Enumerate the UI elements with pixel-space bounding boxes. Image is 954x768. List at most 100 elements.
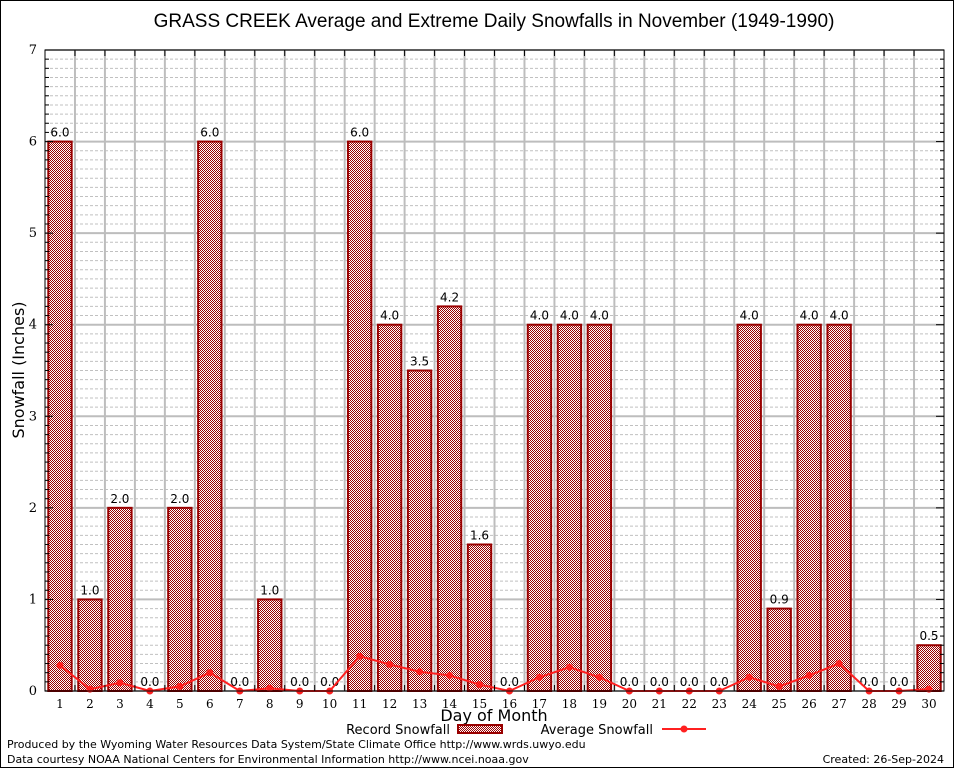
x-tick-label: 9 (296, 697, 304, 711)
bar-value-label: 2.0 (170, 492, 189, 506)
footer-created-date: Created: 26-Sep-2024 (823, 753, 944, 766)
x-tick-label: 14 (442, 697, 458, 711)
y-tick-label: 7 (29, 43, 37, 58)
legend-marker-average (680, 725, 688, 733)
bar-value-label: 0.9 (770, 593, 789, 607)
average-point (805, 671, 813, 679)
record-bar (796, 323, 822, 692)
average-point (176, 682, 184, 690)
x-tick-label: 15 (472, 697, 487, 711)
bar-value-label: 2.0 (110, 492, 129, 506)
footer-data-courtesy: Data courtesy NOAA National Centers for … (7, 753, 529, 766)
chart-title: GRASS CREEK Average and Extreme Daily Sn… (154, 11, 835, 32)
bar-value-label: 4.0 (590, 309, 609, 323)
record-bar (736, 323, 762, 692)
average-point (446, 671, 454, 679)
average-point (86, 685, 94, 693)
bar-value-label: 6.0 (350, 126, 369, 140)
x-tick-labels: 1 2 3 4 5 6 7 8 9 10 11 12 13 14 15 16 17 18 19 20 21 22 23 24 2… (56, 697, 936, 711)
x-tick-label: 29 (891, 697, 906, 711)
average-point (116, 679, 124, 687)
x-tick-label: 1 (56, 697, 64, 711)
x-tick-label: 23 (712, 697, 727, 711)
record-bar (77, 598, 103, 693)
record-bar (766, 607, 792, 692)
x-tick-label: 24 (742, 697, 758, 711)
record-bar (406, 369, 433, 692)
record-bar (107, 506, 133, 692)
average-point (416, 668, 424, 676)
bar-value-label: 1.0 (260, 583, 279, 597)
average-point (206, 669, 214, 677)
bar-value-label: 0.0 (680, 675, 699, 689)
y-tick-labels: 0 1 2 3 4 5 6 7 (29, 43, 37, 699)
x-tick-label: 20 (622, 697, 637, 711)
x-tick-label: 2 (86, 697, 94, 711)
legend-label-record: Record Snowfall (346, 723, 450, 738)
bar-value-label: 0.0 (500, 675, 519, 689)
x-tick-label: 7 (236, 697, 244, 711)
x-axis-label: Day of Month (440, 706, 547, 725)
average-point (56, 661, 64, 669)
x-tick-label: 10 (322, 697, 337, 711)
bar-value-label: 4.0 (800, 309, 819, 323)
x-tick-label: 22 (682, 697, 697, 711)
bar-value-label: 4.2 (440, 290, 459, 304)
record-bar (167, 506, 193, 692)
record-bar (197, 140, 223, 693)
bar-value-label: 0.0 (230, 675, 249, 689)
x-tick-label: 12 (382, 697, 397, 711)
x-tick-label: 4 (146, 697, 154, 711)
x-tick-label: 27 (831, 697, 846, 711)
bar-value-label: 6.0 (200, 126, 219, 140)
y-tick-label: 1 (29, 592, 37, 607)
x-tick-label: 6 (206, 697, 214, 711)
record-bar (916, 644, 942, 693)
bar-value-label: 3.5 (410, 355, 429, 369)
record-bar (526, 323, 553, 692)
bar-value-label: 0.0 (710, 675, 729, 689)
x-tick-label: 25 (772, 697, 787, 711)
x-tick-label: 3 (116, 697, 124, 711)
axes (44, 49, 945, 692)
record-bar (556, 323, 583, 692)
x-tick-label: 28 (861, 697, 876, 711)
y-axis-label: Snowfall (Inches) (9, 301, 28, 438)
x-tick-label: 13 (412, 697, 427, 711)
bar-value-label: 0.0 (620, 675, 639, 689)
y-tick-label: 0 (29, 684, 37, 699)
bar-value-label: 0.0 (290, 675, 309, 689)
bar-value-label: 0.5 (919, 629, 938, 643)
x-tick-label: 26 (802, 697, 817, 711)
bar-value-label: 4.0 (560, 309, 579, 323)
record-bar (376, 323, 403, 692)
record-bar (257, 598, 283, 693)
legend-label-average: Average Snowfall (541, 723, 653, 738)
x-tick-label: 19 (592, 697, 607, 711)
bar-value-label: 4.0 (530, 309, 549, 323)
x-tick-label: 21 (652, 697, 667, 711)
y-tick-label: 4 (29, 318, 37, 333)
x-tick-label: 16 (502, 697, 517, 711)
footer-produced-by: Produced by the Wyoming Water Resources … (7, 738, 586, 751)
x-tick-label: 30 (921, 697, 936, 711)
bar-value-label: 4.0 (380, 309, 399, 323)
average-point (925, 685, 933, 693)
y-tick-label: 3 (29, 409, 37, 424)
average-point (356, 652, 364, 660)
average-point (835, 660, 843, 668)
y-tick-label: 6 (29, 135, 37, 150)
bar-value-label: 0.0 (890, 675, 909, 689)
record-bar (826, 323, 852, 692)
x-tick-label: 17 (532, 697, 547, 711)
bar-value-label: 6.0 (50, 126, 69, 140)
average-point (266, 684, 274, 692)
record-bar (466, 543, 493, 692)
x-tick-label: 8 (266, 697, 274, 711)
y-tick-label: 5 (29, 226, 37, 241)
x-tick-label: 5 (176, 697, 184, 711)
legend: Record Snowfall Average Snowfall (346, 723, 706, 738)
y-tick-label: 2 (29, 501, 37, 516)
record-bar (346, 140, 373, 693)
